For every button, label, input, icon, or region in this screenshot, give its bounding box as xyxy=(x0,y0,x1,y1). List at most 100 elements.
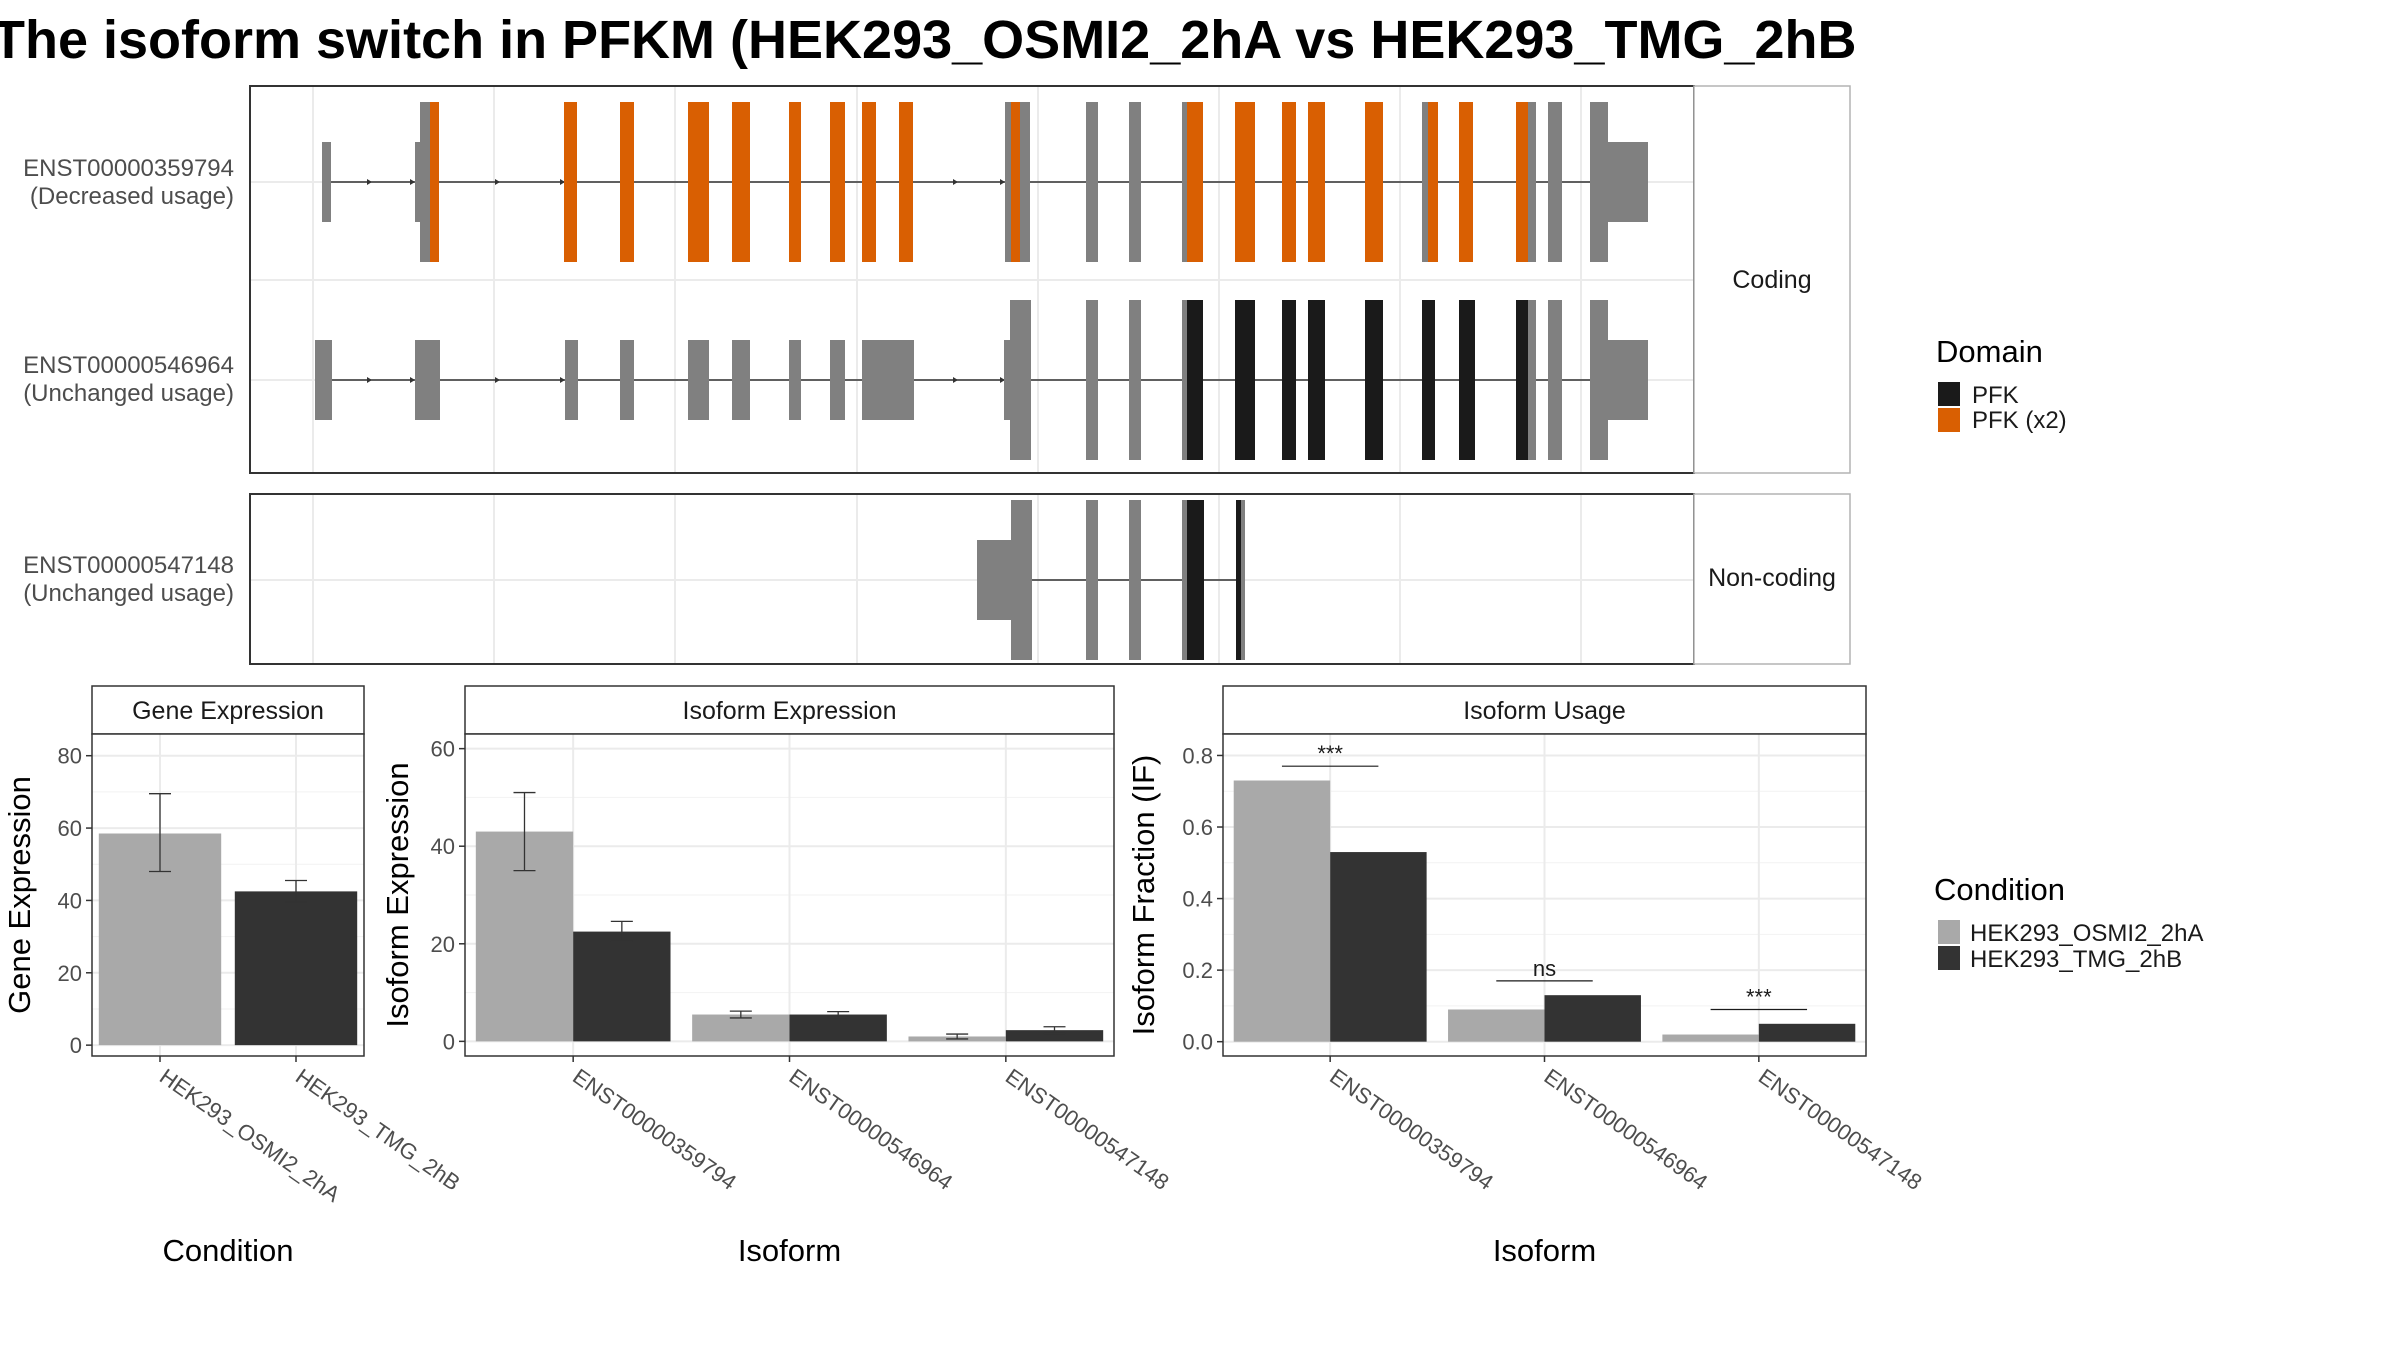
noncoding-strip xyxy=(1693,493,1851,665)
y-axis-title: Isoform Fraction (IF) xyxy=(1126,755,1161,1036)
domain-exon xyxy=(1011,102,1020,262)
legend-key-cond-a xyxy=(1938,920,1960,944)
strand-arrow xyxy=(495,377,500,383)
strand-arrow xyxy=(367,377,372,383)
condition-legend-title: Condition xyxy=(1934,872,2065,907)
strand-arrow xyxy=(560,377,565,383)
significance-label: *** xyxy=(1746,984,1772,1009)
domain-exon xyxy=(1459,300,1475,460)
panel-strip xyxy=(91,685,365,735)
y-tick-label: 20 xyxy=(58,961,82,986)
bar xyxy=(1662,1034,1759,1042)
utr-exon xyxy=(977,540,1011,620)
coding-exon xyxy=(420,102,430,262)
coding-exon xyxy=(1590,300,1608,460)
coding-exon xyxy=(1011,500,1032,660)
coding-exon xyxy=(1182,500,1187,660)
coding-exon xyxy=(1422,102,1428,262)
condition-legend: Condition HEK293_OSMI2_2hA HEK293_TMG_2h… xyxy=(1934,872,2203,973)
bar xyxy=(1544,995,1641,1042)
strand-arrow xyxy=(367,179,372,185)
legend-label-cond-b: HEK293_TMG_2hB xyxy=(1970,946,2182,973)
x-tick-label: ENST00000546964 xyxy=(1540,1064,1713,1195)
utr-exon xyxy=(315,340,332,420)
domain-exon xyxy=(1235,102,1255,262)
coding-exon xyxy=(1086,300,1098,460)
domain-exon xyxy=(1187,102,1203,262)
legend-label-cond-a: HEK293_OSMI2_2hA xyxy=(1970,920,2203,947)
transcript-structure-panel: Coding Non-coding ENST00000359794 (Decre… xyxy=(23,85,1851,665)
domain-legend-title: Domain xyxy=(1936,334,2043,369)
legend-key-pfk xyxy=(1938,382,1960,406)
coding-exon xyxy=(1528,300,1536,460)
y-tick-label: 0.0 xyxy=(1182,1030,1213,1055)
utr-exon xyxy=(688,340,709,420)
figure-title: The isoform switch in PFKM (HEK293_OSMI2… xyxy=(0,10,1856,70)
y-tick-label: 0.2 xyxy=(1182,958,1213,983)
domain-exon xyxy=(1422,300,1435,460)
coding-exon xyxy=(1528,102,1536,262)
strand-arrow xyxy=(1000,179,1005,185)
strand-arrow xyxy=(953,179,958,185)
domain-exon xyxy=(899,102,913,262)
y-axis-title: Isoform Expression xyxy=(380,762,415,1027)
y-tick-label: 40 xyxy=(431,834,455,859)
legend-key-pfk-x2 xyxy=(1938,408,1960,432)
significance-label: *** xyxy=(1317,741,1343,766)
strand-arrow xyxy=(410,377,415,383)
transcript-usage-1: (Decreased usage) xyxy=(30,183,234,210)
transcript-usage-2: (Unchanged usage) xyxy=(23,380,234,407)
x-tick-label: ENST00000547148 xyxy=(1001,1064,1174,1195)
isoform-expression-chart: Isoform Expression 0 20 40 60 ENST00000359794… xyxy=(380,685,1174,1268)
domain-exon xyxy=(1516,300,1528,460)
domain-exon xyxy=(564,102,577,262)
bar xyxy=(692,1014,790,1042)
y-axis-title: Gene Expression xyxy=(2,776,37,1014)
y-tick-label: 0 xyxy=(443,1029,455,1054)
domain-exon xyxy=(1235,300,1255,460)
panel-strip-label: Isoform Usage xyxy=(1463,697,1626,725)
panel-strip-label: Gene Expression xyxy=(132,697,324,725)
legend-label-pfk-x2: PFK (x2) xyxy=(1972,407,2067,434)
coding-exon xyxy=(1129,102,1141,262)
coding-exon xyxy=(1005,102,1011,262)
y-tick-label: 0 xyxy=(70,1033,82,1058)
coding-exon xyxy=(1086,102,1098,262)
domain-exon xyxy=(1365,300,1383,460)
y-tick-label: 0.4 xyxy=(1182,887,1213,912)
y-tick-label: 20 xyxy=(431,932,455,957)
significance-label: ns xyxy=(1533,956,1556,981)
x-tick-label: ENST00000359794 xyxy=(568,1064,741,1195)
domain-exon xyxy=(1236,500,1241,660)
utr-exon xyxy=(565,340,578,420)
noncoding-panel: Non-coding xyxy=(249,493,1851,665)
domain-exon xyxy=(1459,102,1473,262)
legend-key-cond-b xyxy=(1938,946,1960,970)
transcript-label-2: ENST00000546964 xyxy=(23,352,234,379)
domain-exon xyxy=(1282,102,1296,262)
plot-frame xyxy=(91,733,365,1057)
domain-exon xyxy=(1187,500,1204,660)
x-tick-label: ENST00000359794 xyxy=(1325,1064,1498,1195)
coding-transcript-tracks xyxy=(315,102,1648,460)
coding-panel: Coding xyxy=(249,85,1851,474)
bar xyxy=(1330,852,1427,1042)
coding-exon xyxy=(1182,300,1187,460)
bar xyxy=(789,1014,887,1042)
noncoding-strip-label: Non-coding xyxy=(1708,564,1836,592)
bar xyxy=(1448,1009,1545,1042)
utr-exon xyxy=(862,340,914,420)
strand-arrow xyxy=(1000,377,1005,383)
domain-exon xyxy=(732,102,750,262)
utr-exon xyxy=(1608,340,1648,420)
utr-exon xyxy=(322,142,331,222)
domain-exon xyxy=(862,102,876,262)
domain-exon xyxy=(1428,102,1438,262)
bar xyxy=(573,931,671,1042)
transcript-label-3: ENST00000547148 xyxy=(23,552,234,579)
coding-exon xyxy=(1548,102,1562,262)
coding-strip-label: Coding xyxy=(1732,266,1811,294)
domain-exon xyxy=(1365,102,1383,262)
domain-exon xyxy=(430,102,439,262)
coding-exon xyxy=(1129,300,1141,460)
